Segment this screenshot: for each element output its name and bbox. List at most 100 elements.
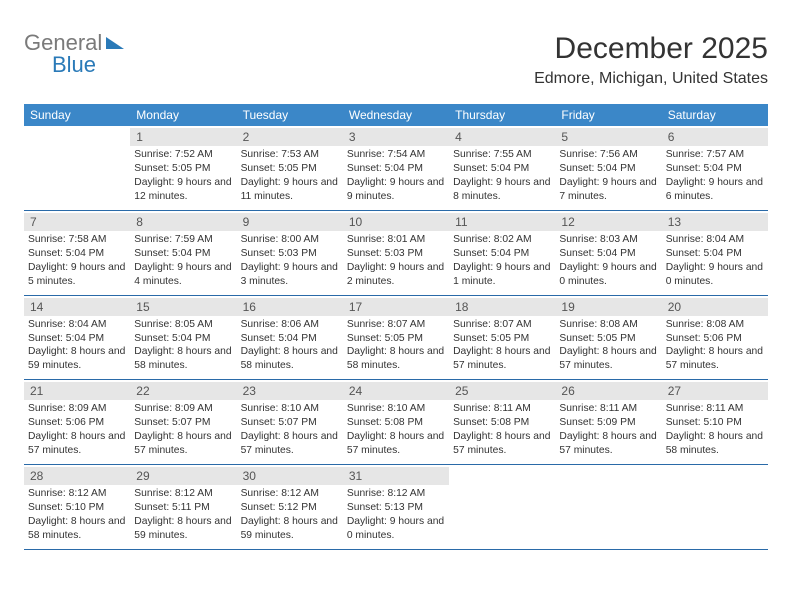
calendar-day-31: 31Sunrise: 8:12 AMSunset: 5:13 PMDayligh… xyxy=(343,465,449,549)
daylight-text: Daylight: 9 hours and 1 minute. xyxy=(453,261,551,289)
brand-logo: General Blue xyxy=(24,30,124,78)
day-number: 20 xyxy=(662,298,768,316)
calendar-day-13: 13Sunrise: 8:04 AMSunset: 5:04 PMDayligh… xyxy=(662,211,768,295)
calendar-day-25: 25Sunrise: 8:11 AMSunset: 5:08 PMDayligh… xyxy=(449,380,555,464)
sunrise-text: Sunrise: 8:08 AM xyxy=(559,318,657,332)
daylight-text: Daylight: 8 hours and 57 minutes. xyxy=(666,345,764,373)
calendar-day-11: 11Sunrise: 8:02 AMSunset: 5:04 PMDayligh… xyxy=(449,211,555,295)
sunset-text: Sunset: 5:04 PM xyxy=(666,247,764,261)
sunrise-text: Sunrise: 8:08 AM xyxy=(666,318,764,332)
calendar-day-8: 8Sunrise: 7:59 AMSunset: 5:04 PMDaylight… xyxy=(130,211,236,295)
calendar-day-24: 24 Sunrise: 8:10 AMSunset: 5:08 PMDayligh… xyxy=(343,380,449,464)
calendar-day-19: 19Sunrise: 8:08 AMSunset: 5:05 PMDayligh… xyxy=(555,296,661,380)
brand-mark-icon xyxy=(106,37,124,49)
daylight-text: Daylight: 8 hours and 57 minutes. xyxy=(241,430,339,458)
calendar-day-empty xyxy=(449,465,555,549)
calendar-week-row: 14 Sunrise: 8:04 AM Sunset: 5:04 PM Dayligh… xyxy=(24,296,768,381)
sunset-text: Sunset: 5:04 PM xyxy=(453,247,551,261)
calendar-day-7: 7Sunrise: 7:58 AMSunset: 5:04 PMDaylight… xyxy=(24,211,130,295)
sunset-text: Sunset: 5:04 PM xyxy=(347,162,445,176)
daylight-text: Daylight: 8 hours and 59 minutes. xyxy=(134,515,232,543)
sunset-text: Sunset: 5:12 PM xyxy=(241,501,339,515)
day-number: 5 xyxy=(555,128,661,146)
sunrise-text: Sunrise: 8:05 AM xyxy=(134,318,232,332)
day-number: 19 xyxy=(555,298,661,316)
calendar-header-wednesday: Wednesday xyxy=(343,104,449,126)
calendar-header-thursday: Thursday xyxy=(449,104,555,126)
calendar-day-29: 29Sunrise: 8:12 AMSunset: 5:11 PMDayligh… xyxy=(130,465,236,549)
sunset-text: Sunset: 5:06 PM xyxy=(666,332,764,346)
calendar-day-17: 17Sunrise: 8:07 AMSunset: 5:05 PMDayligh… xyxy=(343,296,449,380)
daylight-text: Daylight: 9 hours and 6 minutes. xyxy=(666,176,764,204)
daylight-text: Daylight: 9 hours and 11 minutes. xyxy=(241,176,339,204)
sunset-text: Sunset: 5:03 PM xyxy=(241,247,339,261)
day-number: 14 xyxy=(24,298,130,316)
day-number: 22 xyxy=(130,382,236,400)
day-number: 2 xyxy=(237,128,343,146)
daylight-text: Daylight: 9 hours and 7 minutes. xyxy=(559,176,657,204)
sunrise-text: Sunrise: 8:07 AM xyxy=(453,318,551,332)
sunrise-text: Sunrise: 8:12 AM xyxy=(28,487,126,501)
sunset-text: Sunset: 5:08 PM xyxy=(347,416,445,430)
sunrise-text: Sunrise: 8:00 AM xyxy=(241,233,339,247)
calendar-day-30: 30Sunrise: 8:12 AMSunset: 5:12 PMDayligh… xyxy=(237,465,343,549)
sunset-text: Sunset: 5:05 PM xyxy=(559,332,657,346)
calendar-week-row: 28Sunrise: 8:12 AMSunset: 5:10 PMDayligh… xyxy=(24,465,768,550)
sunset-text: Sunset: 5:10 PM xyxy=(666,416,764,430)
daylight-text: Daylight: 8 hours and 58 minutes. xyxy=(347,345,445,373)
calendar-day-28: 28Sunrise: 8:12 AMSunset: 5:10 PMDayligh… xyxy=(24,465,130,549)
daylight-text: Daylight: 8 hours and 57 minutes. xyxy=(28,430,126,458)
calendar-day-9: 9Sunrise: 8:00 AMSunset: 5:03 PMDaylight… xyxy=(237,211,343,295)
calendar-header-saturday: Saturday xyxy=(662,104,768,126)
day-number: 18 xyxy=(449,298,555,316)
sunrise-text: Sunrise: 8:11 AM xyxy=(453,402,551,416)
sunset-text: Sunset: 5:04 PM xyxy=(559,162,657,176)
sunrise-text: Sunrise: 8:12 AM xyxy=(134,487,232,501)
sunset-text: Sunset: 5:07 PM xyxy=(241,416,339,430)
sunrise-text: Sunrise: 8:01 AM xyxy=(347,233,445,247)
sunrise-text: Sunrise: 7:53 AM xyxy=(241,148,339,162)
sunset-text: Sunset: 5:06 PM xyxy=(28,416,126,430)
day-number: 30 xyxy=(237,467,343,485)
daylight-text: Daylight: 8 hours and 57 minutes. xyxy=(134,430,232,458)
day-number: 4 xyxy=(449,128,555,146)
day-number: 31 xyxy=(343,467,449,485)
daylight-text: Daylight: 8 hours and 57 minutes. xyxy=(559,430,657,458)
sunset-text: Sunset: 5:09 PM xyxy=(559,416,657,430)
daylight-text: Daylight: 9 hours and 8 minutes. xyxy=(453,176,551,204)
calendar-body: 1Sunrise: 7:52 AMSunset: 5:05 PMDaylight… xyxy=(24,126,768,550)
day-number: 27 xyxy=(662,382,768,400)
calendar-week-row: 7Sunrise: 7:58 AMSunset: 5:04 PMDaylight… xyxy=(24,211,768,296)
daylight-text: Daylight: 9 hours and 0 minutes. xyxy=(347,515,445,543)
daylight-text: Daylight: 9 hours and 12 minutes. xyxy=(134,176,232,204)
calendar-day-23: 23Sunrise: 8:10 AMSunset: 5:07 PMDayligh… xyxy=(237,380,343,464)
daylight-text: Daylight: 8 hours and 57 minutes. xyxy=(347,430,445,458)
sunrise-text: Sunrise: 8:04 AM xyxy=(28,318,126,332)
sunrise-text: Sunrise: 8:10 AM xyxy=(241,402,339,416)
sunset-text: Sunset: 5:08 PM xyxy=(453,416,551,430)
daylight-text: Daylight: 8 hours and 57 minutes. xyxy=(453,345,551,373)
sunrise-text: Sunrise: 8:10 AM xyxy=(347,402,445,416)
sunrise-text: Sunrise: 8:09 AM xyxy=(28,402,126,416)
calendar-day-12: 12Sunrise: 8:03 AMSunset: 5:04 PMDayligh… xyxy=(555,211,661,295)
sunrise-text: Sunrise: 8:04 AM xyxy=(666,233,764,247)
sunrise-text: Sunrise: 8:06 AM xyxy=(241,318,339,332)
sunrise-text: Sunrise: 7:55 AM xyxy=(453,148,551,162)
day-number: 13 xyxy=(662,213,768,231)
daylight-text: Daylight: 8 hours and 59 minutes. xyxy=(241,515,339,543)
day-number: 1 xyxy=(130,128,236,146)
daylight-text: Daylight: 8 hours and 57 minutes. xyxy=(453,430,551,458)
calendar-day-22: 22Sunrise: 8:09 AMSunset: 5:07 PMDayligh… xyxy=(130,380,236,464)
sunset-text: Sunset: 5:04 PM xyxy=(453,162,551,176)
day-number: 24 xyxy=(343,382,449,400)
sunset-text: Sunset: 5:04 PM xyxy=(559,247,657,261)
sunset-text: Sunset: 5:07 PM xyxy=(134,416,232,430)
day-number: 15 xyxy=(130,298,236,316)
calendar-day-10: 10Sunrise: 8:01 AMSunset: 5:03 PMDayligh… xyxy=(343,211,449,295)
day-number: 11 xyxy=(449,213,555,231)
calendar-day-empty xyxy=(662,465,768,549)
day-number: 17 xyxy=(343,298,449,316)
calendar-header-monday: Monday xyxy=(130,104,236,126)
day-number: 16 xyxy=(237,298,343,316)
sunset-text: Sunset: 5:04 PM xyxy=(241,332,339,346)
